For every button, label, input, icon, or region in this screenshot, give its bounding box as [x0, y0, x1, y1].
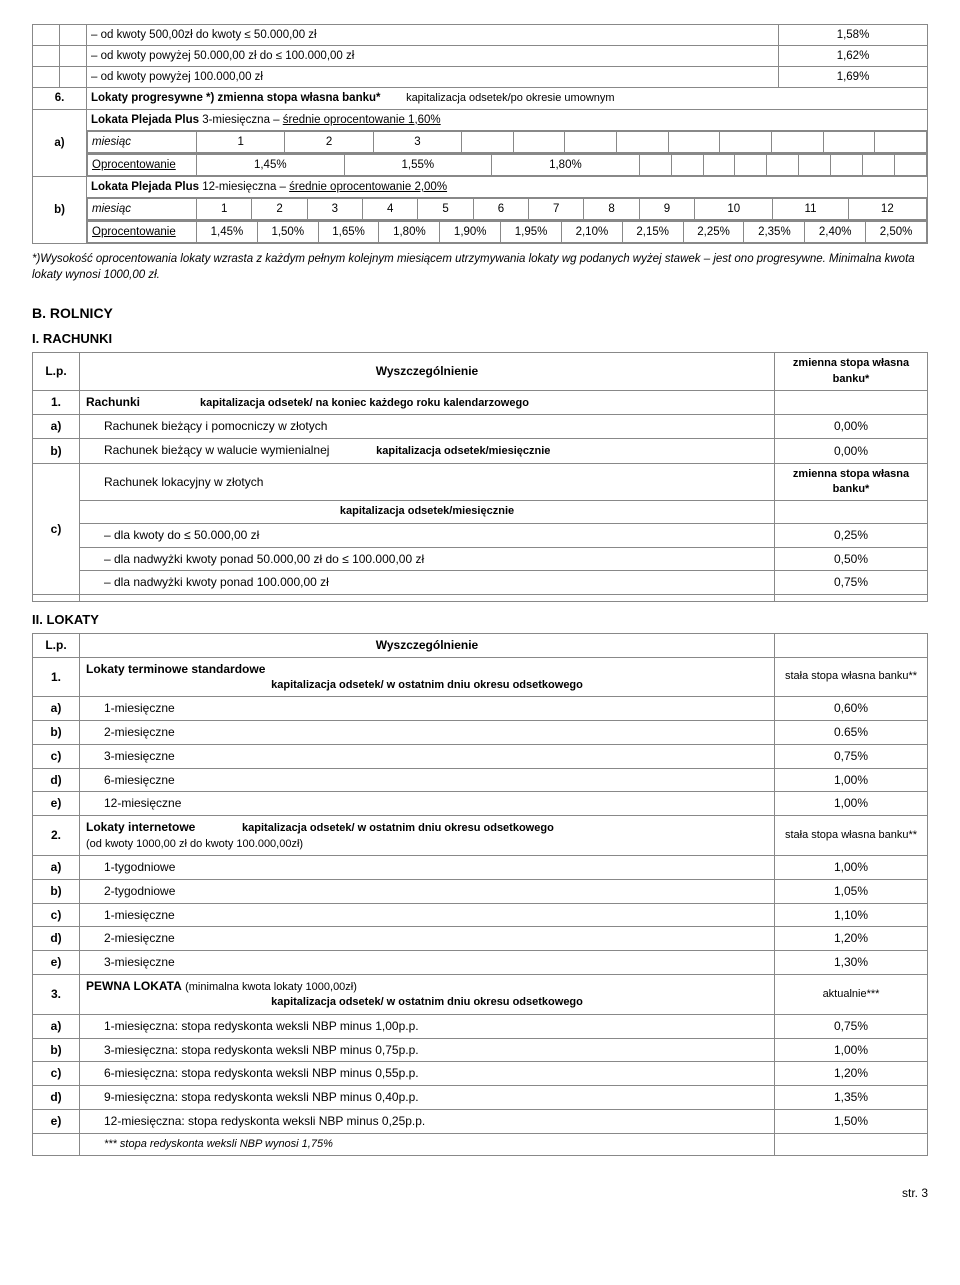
lokaty-table: L.p. Wyszczególnienie 1. Lokaty terminow… — [32, 633, 928, 1156]
lp: a) — [33, 109, 87, 176]
group1-rate-header: stała stopa własna banku** — [775, 657, 928, 696]
rate: 1,58% — [779, 25, 928, 46]
header-wysz: Wyszczególnienie — [80, 634, 775, 658]
plejada12-months: miesiąc 12 34 56 78 910 1112 — [88, 199, 927, 220]
heading-lokaty: II. LOKATY — [32, 612, 928, 627]
rate: 0,25% — [775, 523, 928, 547]
heading-rachunki: I. RACHUNKI — [32, 331, 928, 346]
lokacyjny-rate-header: zmienna stopa własna banku* — [775, 463, 928, 501]
header-wysz: Wyszczególnienie — [80, 353, 775, 391]
plejada3-months: miesiąc 1 2 3 — [88, 131, 927, 152]
label: – od kwoty powyżej 100.000,00 zł — [87, 67, 779, 88]
lp: 6. — [33, 88, 87, 109]
rate: 1,62% — [779, 46, 928, 67]
row1: Rachunki kapitalizacja odsetek/ na konie… — [80, 391, 775, 415]
group2-header: Lokaty internetowe kapitalizacja odsetek… — [80, 816, 775, 856]
group3-footnote: *** stopa redyskonta weksli NBP wynosi 1… — [80, 1133, 775, 1155]
label: – od kwoty 500,00zł do kwoty ≤ 50.000,00… — [87, 25, 779, 46]
label: – od kwoty powyżej 50.000,00 zł do ≤ 100… — [87, 46, 779, 67]
lokacyjny-cap: kapitalizacja odsetek/miesięcznie — [80, 501, 775, 523]
header-rate: zmienna stopa własna banku* — [775, 353, 928, 391]
header-lp: L.p. — [33, 634, 80, 658]
label: – dla nadwyżki kwoty ponad 100.000,00 zł — [80, 571, 775, 595]
plejada12-row: Lokata Plejada Plus 12-miesięczna – śred… — [87, 176, 928, 197]
label: Rachunek bieżący i pomocniczy w złotych — [80, 415, 775, 439]
page-footer: str. 3 — [32, 1186, 928, 1200]
rate: 1,69% — [779, 67, 928, 88]
label: – dla nadwyżki kwoty ponad 50.000,00 zł … — [80, 547, 775, 571]
group3-rate-header: aktualnie*** — [775, 974, 928, 1014]
plejada3-title: Lokata Plejada Plus — [91, 114, 199, 126]
lp: 1. — [33, 391, 80, 415]
plejada3-row: Lokata Plejada Plus 3-miesięczna – średn… — [87, 109, 928, 130]
plejada12-rates: Oprocentowanie 1,45%1,50% 1,65%1,80% 1,9… — [88, 222, 927, 243]
lokacyjny-title: Rachunek lokacyjny w złotych — [80, 463, 775, 501]
group3-header: PEWNA LOKATA (minimalna kwota lokaty 100… — [80, 974, 775, 1014]
label: Rachunek bieżący w walucie wymienialnej … — [80, 439, 775, 463]
top-table: – od kwoty 500,00zł do kwoty ≤ 50.000,00… — [32, 24, 928, 244]
rate: 0,00% — [775, 415, 928, 439]
title: Lokaty progresywne *) zmienna stopa włas… — [91, 92, 381, 104]
header-lp: L.p. — [33, 353, 80, 391]
plejada3-rates: Oprocentowanie 1,45% 1,55% 1,80% — [88, 154, 927, 175]
rate: 0,00% — [775, 439, 928, 463]
footnote-progresywne: *)Wysokość oprocentowania lokaty wzrasta… — [32, 252, 928, 283]
group2-rate-header: stała stopa własna banku** — [775, 816, 928, 856]
cap: kapitalizacja odsetek/po okresie umownym — [406, 92, 615, 104]
lp: b) — [33, 176, 87, 243]
label: – dla kwoty do ≤ 50.000,00 zł — [80, 523, 775, 547]
section-rolnicy: B. ROLNICY — [32, 305, 928, 321]
group1-header: Lokaty terminowe standardowe kapitalizac… — [80, 657, 775, 696]
rachunki-table: L.p. Wyszczególnienie zmienna stopa włas… — [32, 352, 928, 602]
rate: 0,50% — [775, 547, 928, 571]
rate: 0,75% — [775, 571, 928, 595]
row-progresywne: Lokaty progresywne *) zmienna stopa włas… — [87, 88, 928, 109]
